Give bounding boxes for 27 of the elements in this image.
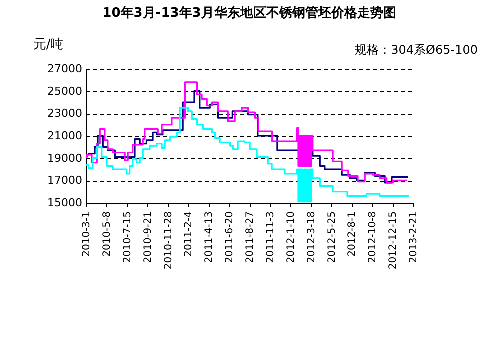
x-tick-label: 2011-2-4 (184, 212, 195, 257)
chart-title: 10年3月-13年3月华东地区不锈钢管坯价格走势图 (102, 5, 396, 21)
x-tick-label: 2010-5-8 (102, 212, 113, 257)
y-tick-label: 25000 (48, 84, 82, 98)
text: 规格：304系Ø65-100 (355, 43, 478, 57)
x-tick-label: 2011-6-20 (224, 212, 236, 264)
x-tick-label: 2011-8-27 (245, 212, 256, 264)
y-axis-title: 元/吨 (33, 38, 64, 52)
x-tick-label: 2010-11-28 (163, 212, 174, 270)
x-tick-label: 2010-9-21 (142, 212, 154, 264)
x-tick-label: 2012-3-18 (306, 212, 318, 264)
x-tick-label: 2011-4-13 (204, 212, 216, 264)
x-tick-label: 2012-5-25 (326, 212, 338, 264)
x-tick-label: 2013-2-21 (408, 212, 420, 264)
x-tick-label: 2012-1-10 (286, 212, 297, 264)
x-tick-label: 2012-8-1 (347, 212, 358, 257)
y-tick-label: 19000 (48, 152, 82, 165)
y-tick-label: 15000 (48, 196, 82, 210)
y-tick-label: 23000 (48, 107, 82, 120)
y-tick-label: 27000 (48, 62, 82, 76)
y-tick-label: 21000 (48, 130, 82, 142)
x-tick-label: 2010-3-1 (82, 212, 92, 257)
x-tick-label: 2012-10-8 (368, 212, 379, 264)
x-tick-label: 2012-12-15 (388, 212, 400, 270)
x-tick-label: 2011-11-3 (265, 212, 276, 264)
y-tick-label: 17000 (48, 174, 82, 188)
x-tick-label: 2010-7-15 (122, 212, 134, 264)
